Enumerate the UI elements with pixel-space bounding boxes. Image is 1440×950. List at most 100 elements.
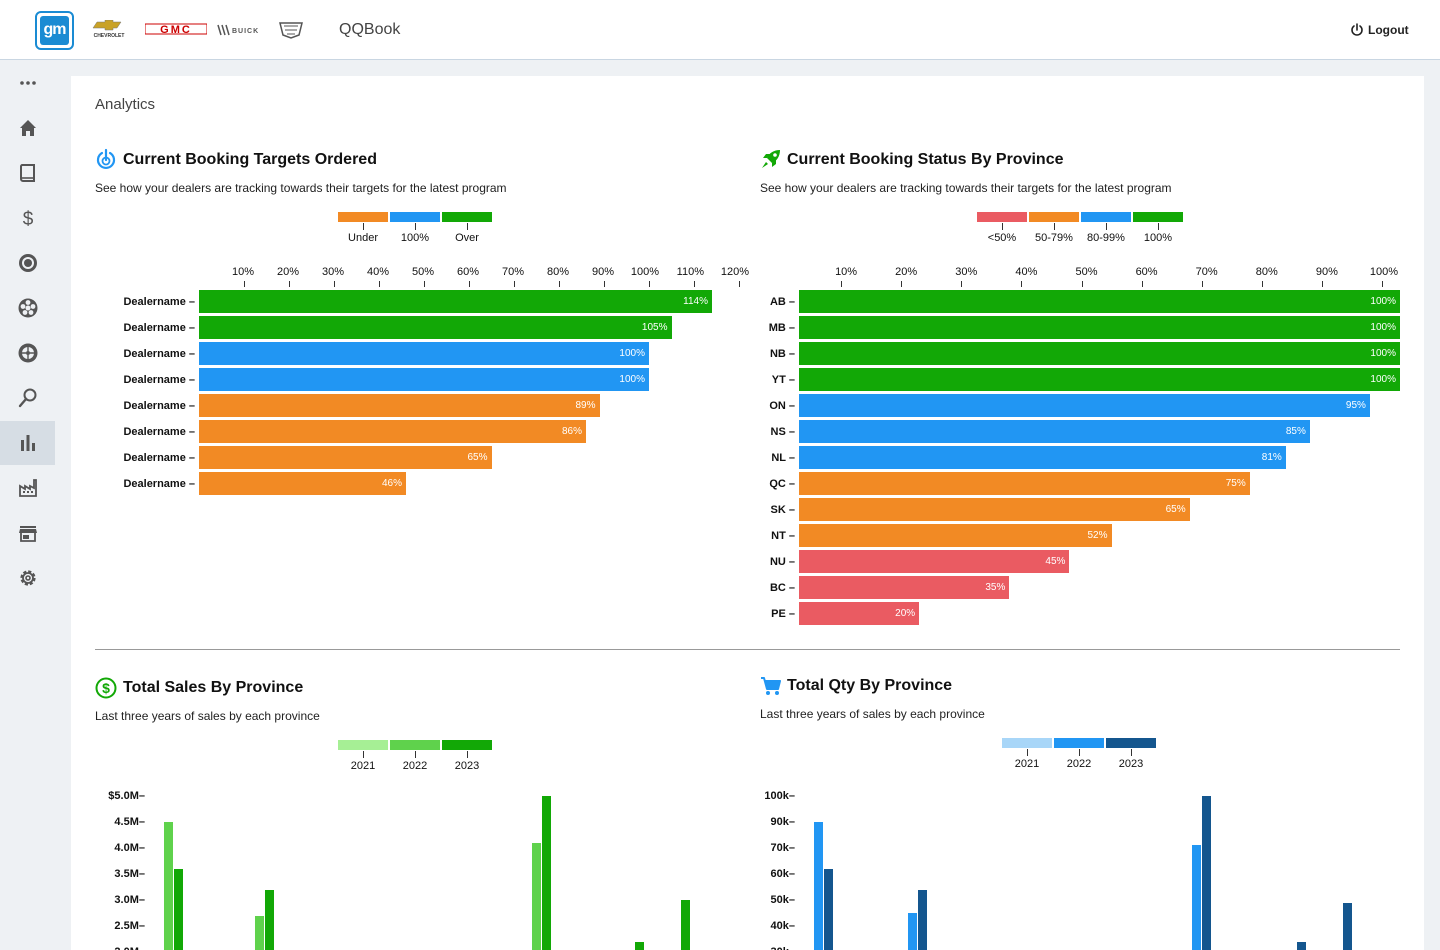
targets-x-tick-label: 50% bbox=[411, 266, 434, 278]
sales-bar bbox=[532, 842, 541, 950]
sidebar-item-target[interactable] bbox=[0, 241, 55, 285]
status-row-label: MB – bbox=[768, 322, 795, 334]
sidebar-item-book[interactable] bbox=[0, 151, 55, 195]
sidebar-item-dollar[interactable]: $ bbox=[0, 196, 55, 240]
targets-x-tick bbox=[244, 281, 245, 287]
status-bar-value: 100% bbox=[1370, 322, 1396, 333]
top-header: gm CHEVROLET GMC BUICK QQBook Logout bbox=[0, 0, 1440, 60]
status-row-label: BC – bbox=[769, 582, 795, 594]
targets-bar-value: 105% bbox=[641, 322, 668, 333]
targets-bar: 100% bbox=[199, 368, 649, 391]
sidebar-item-tire[interactable] bbox=[0, 331, 55, 375]
qty-bar bbox=[918, 889, 927, 950]
targets-row-label: Dealername – bbox=[123, 322, 195, 334]
targets-x-tick bbox=[469, 281, 470, 287]
status-legend-tick bbox=[1106, 223, 1107, 230]
gmc-logo: GMC bbox=[144, 22, 208, 38]
gm-logo[interactable]: gm bbox=[35, 11, 74, 50]
status-x-tick bbox=[1382, 281, 1383, 287]
status-x-tick-label: 90% bbox=[1315, 266, 1338, 278]
status-row-label: QC – bbox=[769, 478, 795, 490]
sidebar-item-factory[interactable] bbox=[0, 466, 55, 510]
targets-x-tick bbox=[334, 281, 335, 287]
status-row-label: PE – bbox=[771, 608, 795, 620]
status-bar: 85% bbox=[799, 420, 1310, 443]
targets-x-tick bbox=[379, 281, 380, 287]
search-icon bbox=[18, 388, 37, 408]
status-legend-label: 100% bbox=[1143, 232, 1173, 244]
targets-row-label: Dealername – bbox=[123, 348, 195, 360]
status-bar: 81% bbox=[799, 446, 1286, 469]
power-icon bbox=[1351, 23, 1363, 36]
sidebar-item-home[interactable] bbox=[0, 106, 55, 150]
qty-bar bbox=[1297, 941, 1306, 950]
targets-legend-swatch bbox=[338, 212, 388, 222]
sidebar-item-more[interactable] bbox=[0, 61, 55, 105]
cart-icon bbox=[761, 677, 781, 695]
sales-y-tick-label: 4.5M– bbox=[114, 816, 145, 828]
targets-bar: 65% bbox=[199, 446, 492, 469]
status-bar-value: 100% bbox=[1370, 348, 1396, 359]
status-legend-swatch bbox=[1081, 212, 1131, 222]
svg-text:CHEVROLET: CHEVROLET bbox=[94, 33, 125, 39]
sidebar-item-store[interactable] bbox=[0, 511, 55, 555]
status-row-label: AB – bbox=[769, 296, 795, 308]
status-bar: 35% bbox=[799, 576, 1010, 599]
qty-legend-tick bbox=[1079, 749, 1080, 756]
status-x-tick-label: 60% bbox=[1135, 266, 1158, 278]
cadillac-logo bbox=[278, 21, 304, 41]
status-legend-label: 80-99% bbox=[1087, 232, 1125, 244]
qty-bar bbox=[908, 913, 917, 950]
sales-bar bbox=[265, 889, 274, 950]
status-x-tick-label: 80% bbox=[1255, 266, 1278, 278]
targets-legend-label: Over bbox=[455, 232, 479, 244]
status-bar: 100% bbox=[799, 290, 1400, 313]
qty-bar bbox=[1343, 902, 1352, 950]
status-x-tick bbox=[961, 281, 963, 287]
sales-bar bbox=[635, 941, 644, 950]
targets-row-label: Dealername – bbox=[123, 478, 195, 490]
factory-icon bbox=[19, 479, 37, 497]
power-target-icon bbox=[96, 148, 116, 170]
targets-legend-swatch bbox=[442, 212, 492, 222]
status-legend-tick bbox=[1002, 223, 1003, 230]
targets-row-label: Dealername – bbox=[123, 452, 195, 464]
gm-logo-text: gm bbox=[40, 16, 69, 45]
targets-x-tick-label: 40% bbox=[366, 266, 389, 278]
targets-bar-value: 65% bbox=[467, 452, 488, 463]
status-bar-value: 52% bbox=[1087, 530, 1108, 541]
status-legend-label: 50-79% bbox=[1035, 232, 1073, 244]
sales-y-tick-label: 3.5M– bbox=[114, 868, 145, 880]
targets-bar-value: 89% bbox=[575, 400, 596, 411]
status-x-tick bbox=[1081, 281, 1083, 287]
sales-y-tick-label: 2.0M– bbox=[85, 946, 145, 950]
sales-legend-swatch bbox=[442, 740, 492, 750]
status-row-label: NB – bbox=[769, 348, 795, 360]
target-icon bbox=[19, 254, 37, 272]
targets-x-tick bbox=[514, 281, 515, 287]
sales-legend-label: 2021 bbox=[350, 760, 376, 772]
targets-bar: 100% bbox=[199, 342, 649, 365]
targets-x-tick-label: 80% bbox=[546, 266, 569, 278]
status-bar-value: 35% bbox=[985, 582, 1006, 593]
sidebar-item-search[interactable] bbox=[0, 376, 55, 420]
targets-bar: 114% bbox=[199, 290, 712, 313]
status-x-tick bbox=[901, 281, 903, 287]
targets-legend-swatch bbox=[390, 212, 440, 222]
sidebar-item-analytics[interactable] bbox=[0, 421, 55, 465]
status-row-label: NU – bbox=[769, 556, 795, 568]
sidebar-item-settings[interactable] bbox=[0, 556, 55, 600]
status-bar-value: 45% bbox=[1045, 556, 1066, 567]
main-content: Analytics Current Booking Targets Ordere… bbox=[71, 76, 1424, 950]
status-x-tick bbox=[1321, 281, 1323, 287]
sales-bar bbox=[174, 868, 183, 950]
store-icon bbox=[19, 526, 37, 542]
sidebar-item-wheel[interactable] bbox=[0, 286, 55, 330]
qty-bar bbox=[1202, 796, 1211, 950]
qty-title: Total Qty By Province bbox=[787, 677, 953, 694]
status-legend-swatch bbox=[1029, 212, 1079, 222]
targets-x-tick-label: 110% bbox=[676, 266, 704, 278]
home-icon bbox=[20, 120, 36, 136]
qty-y-tick-label: 60k– bbox=[770, 868, 795, 880]
status-row-label: NL – bbox=[771, 452, 795, 464]
